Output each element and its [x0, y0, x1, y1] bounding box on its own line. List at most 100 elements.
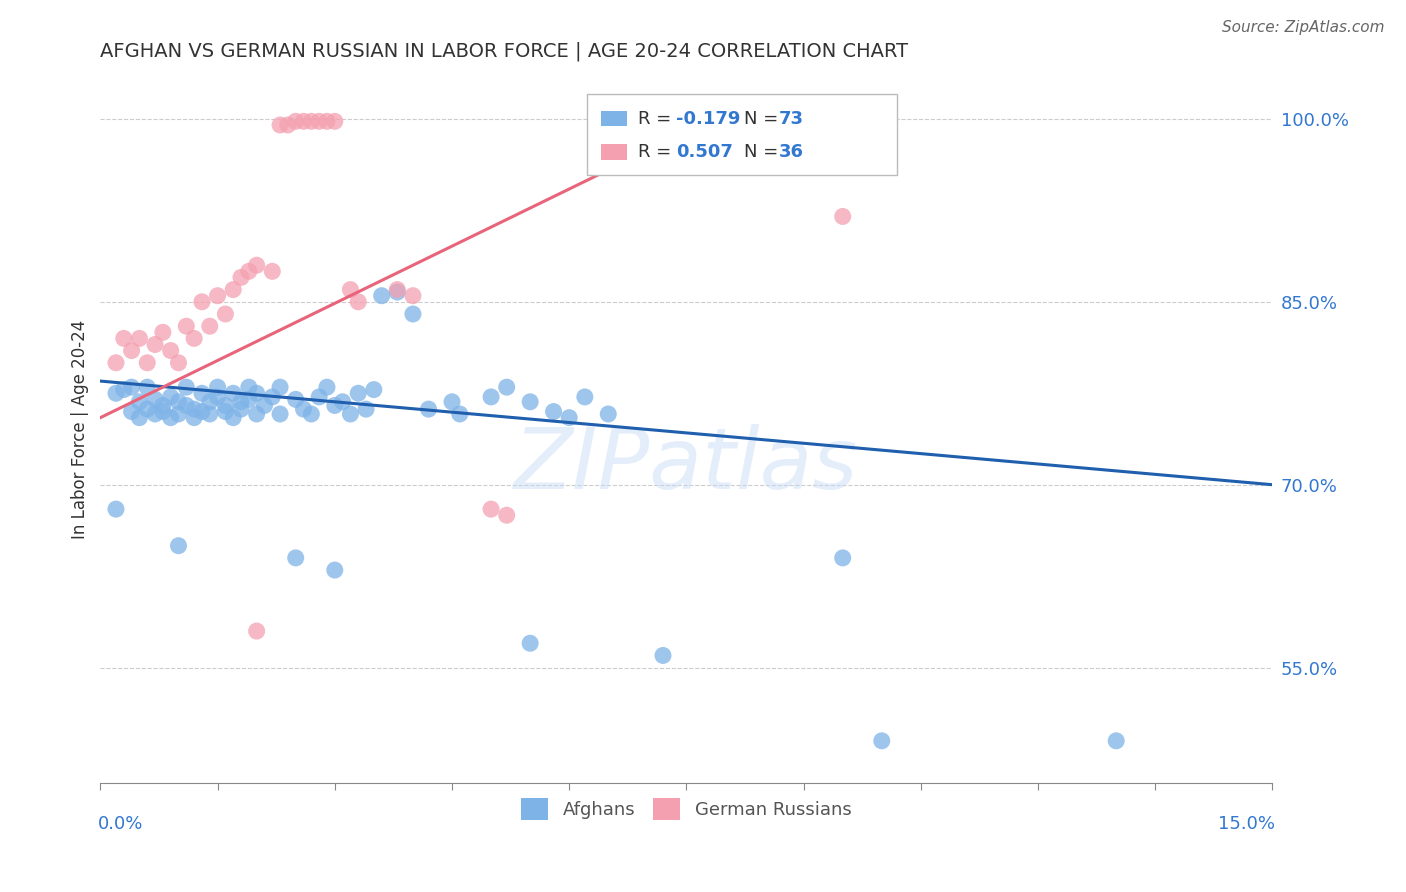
- Text: -0.179: -0.179: [676, 110, 740, 128]
- Point: [284, 114, 307, 128]
- Point: [246, 386, 269, 401]
- Point: [136, 356, 159, 370]
- Point: [167, 407, 190, 421]
- Point: [143, 407, 166, 421]
- Point: [167, 539, 190, 553]
- Point: [323, 399, 346, 413]
- Point: [339, 283, 361, 297]
- Point: [176, 380, 198, 394]
- Point: [402, 307, 425, 321]
- Point: [519, 636, 541, 650]
- Point: [238, 392, 260, 407]
- Text: 0.507: 0.507: [676, 143, 733, 161]
- Point: [299, 114, 322, 128]
- Point: [104, 386, 127, 401]
- Point: [183, 402, 205, 417]
- Point: [191, 294, 214, 309]
- Text: 0.0%: 0.0%: [98, 815, 143, 833]
- Point: [323, 563, 346, 577]
- Point: [332, 394, 354, 409]
- Point: [183, 331, 205, 345]
- Point: [207, 390, 229, 404]
- Point: [159, 343, 181, 358]
- Point: [121, 380, 143, 394]
- Point: [229, 402, 252, 417]
- Text: 15.0%: 15.0%: [1218, 815, 1275, 833]
- Point: [222, 386, 245, 401]
- Point: [152, 399, 174, 413]
- Point: [246, 624, 269, 638]
- Point: [246, 258, 269, 272]
- Point: [128, 331, 150, 345]
- Point: [831, 210, 853, 224]
- Text: ZIPatlas: ZIPatlas: [515, 424, 859, 507]
- Point: [299, 407, 322, 421]
- Point: [495, 380, 517, 394]
- Point: [176, 319, 198, 334]
- Text: 36: 36: [779, 143, 804, 161]
- Point: [284, 550, 307, 565]
- Point: [495, 508, 517, 523]
- Y-axis label: In Labor Force | Age 20-24: In Labor Force | Age 20-24: [72, 320, 89, 540]
- Point: [308, 390, 330, 404]
- Point: [104, 356, 127, 370]
- Point: [292, 402, 315, 417]
- Point: [387, 285, 409, 299]
- Point: [143, 337, 166, 351]
- Text: N =: N =: [744, 143, 785, 161]
- Point: [198, 319, 221, 334]
- Point: [292, 114, 315, 128]
- Text: Source: ZipAtlas.com: Source: ZipAtlas.com: [1222, 20, 1385, 35]
- Point: [418, 402, 440, 417]
- Point: [269, 380, 291, 394]
- Point: [449, 407, 471, 421]
- Point: [214, 399, 236, 413]
- Text: R =: R =: [638, 143, 678, 161]
- Point: [347, 294, 370, 309]
- Point: [136, 402, 159, 417]
- Point: [652, 648, 675, 663]
- Point: [207, 380, 229, 394]
- Point: [121, 343, 143, 358]
- Point: [253, 399, 276, 413]
- Point: [479, 390, 502, 404]
- Point: [229, 394, 252, 409]
- Point: [440, 394, 463, 409]
- Bar: [600, 145, 627, 160]
- Point: [277, 118, 299, 132]
- Point: [262, 264, 284, 278]
- Point: [128, 410, 150, 425]
- Point: [269, 407, 291, 421]
- Point: [339, 407, 361, 421]
- Point: [207, 289, 229, 303]
- Point: [159, 390, 181, 404]
- Point: [238, 380, 260, 394]
- Point: [176, 399, 198, 413]
- Point: [112, 383, 135, 397]
- Text: AFGHAN VS GERMAN RUSSIAN IN LABOR FORCE | AGE 20-24 CORRELATION CHART: AFGHAN VS GERMAN RUSSIAN IN LABOR FORCE …: [100, 42, 908, 62]
- Legend: Afghans, German Russians: Afghans, German Russians: [515, 791, 859, 828]
- Bar: [600, 111, 627, 127]
- Point: [112, 331, 135, 345]
- Point: [558, 410, 581, 425]
- Point: [402, 289, 425, 303]
- Point: [316, 380, 339, 394]
- Point: [354, 402, 377, 417]
- Point: [152, 326, 174, 340]
- Point: [543, 404, 565, 418]
- Point: [222, 410, 245, 425]
- Point: [262, 390, 284, 404]
- Point: [198, 407, 221, 421]
- Point: [831, 550, 853, 565]
- Point: [183, 410, 205, 425]
- Point: [238, 264, 260, 278]
- Point: [167, 356, 190, 370]
- Point: [246, 407, 269, 421]
- Point: [198, 394, 221, 409]
- Point: [159, 410, 181, 425]
- Point: [167, 394, 190, 409]
- Point: [128, 394, 150, 409]
- Point: [229, 270, 252, 285]
- Point: [574, 390, 596, 404]
- Point: [370, 289, 392, 303]
